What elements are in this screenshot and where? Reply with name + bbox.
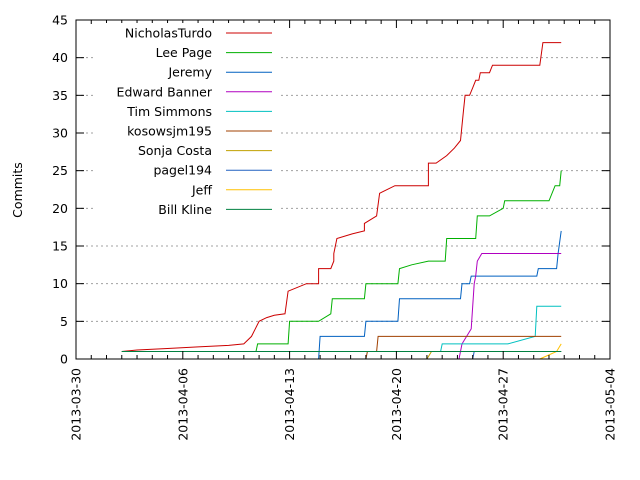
legend-entry-bg — [96, 23, 278, 41]
legend-entry-bg — [96, 42, 278, 61]
legend-entry-bg — [96, 140, 278, 159]
y-tick-label: 25 — [52, 163, 68, 178]
series-line — [365, 335, 562, 360]
x-tick-label: 2013-04-13 — [282, 368, 297, 441]
legend-entry-bg — [96, 179, 278, 198]
legend-entry-bg — [96, 81, 278, 100]
legend-entry-bg — [96, 199, 278, 218]
x-tick-label: 2013-05-04 — [603, 368, 618, 441]
legend-label: Bill Kline — [158, 202, 212, 217]
x-tick-label: 2013-04-27 — [496, 368, 511, 441]
legend-entry-bg — [96, 62, 278, 81]
y-tick-label: 5 — [60, 314, 68, 329]
legend: NicholasTurdo Lee Page Jeremy Edward Banner… — [96, 23, 278, 218]
legend-label: pagel194 — [153, 163, 212, 178]
legend-label: Jeff — [191, 182, 212, 197]
y-tick-label: 20 — [52, 201, 68, 216]
legend-label: kosowsjm195 — [127, 124, 212, 139]
y-tick-label: 30 — [52, 126, 68, 141]
x-tick-label: 2013-03-30 — [69, 368, 84, 441]
legend-label: Sonja Costa — [138, 143, 212, 158]
series-lines — [121, 42, 562, 360]
plot-frame — [75, 19, 611, 360]
y-tick-label: 10 — [52, 276, 68, 291]
legend-entry-bg — [96, 101, 278, 120]
legend-entry-bg — [96, 160, 278, 179]
series-line — [121, 170, 562, 352]
series-line — [121, 42, 562, 352]
legend-label: Edward Banner — [117, 84, 213, 99]
y-tick-label: 35 — [52, 88, 68, 103]
y-tick-label: 0 — [60, 352, 68, 367]
series-line — [440, 305, 562, 352]
x-tick-label: 2013-04-20 — [389, 368, 404, 441]
y-axis-label: Commits — [10, 162, 25, 218]
y-tick-label: 15 — [52, 239, 68, 254]
legend-label: NicholasTurdo — [125, 26, 212, 41]
legend-label: Jeremy — [167, 65, 212, 80]
series-line — [318, 230, 562, 360]
y-tick-label: 45 — [52, 13, 68, 28]
series-line — [426, 351, 562, 360]
legend-entry-bg — [96, 121, 278, 139]
y-tick-label: 40 — [52, 50, 68, 65]
legend-label: Tim Simmons — [126, 104, 212, 119]
series-line — [458, 253, 562, 360]
grid-lines — [76, 57, 610, 322]
x-tick-label: 2013-04-06 — [175, 368, 190, 441]
axis-ticks: 0 5 10 15 20 25 30 35 40 45 2013-03-30 2013-04-06 20… — [52, 13, 617, 441]
legend-label: Lee Page — [156, 45, 213, 60]
